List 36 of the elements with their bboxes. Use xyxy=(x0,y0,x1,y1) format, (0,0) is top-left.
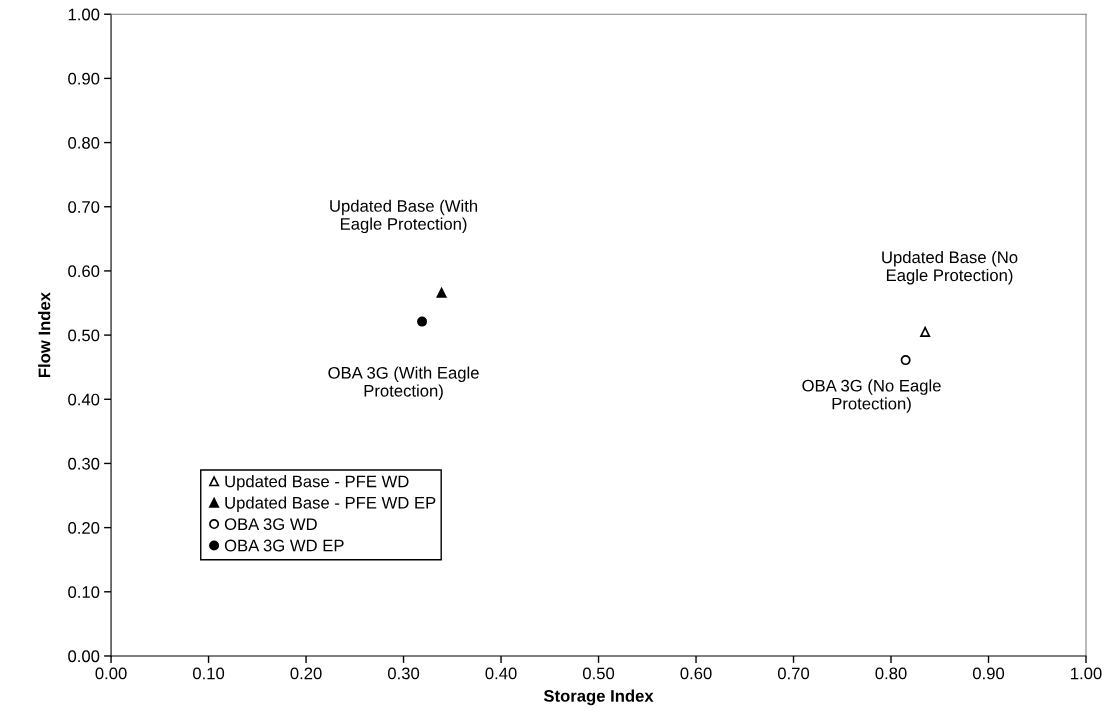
y-tick-label: 0.70 xyxy=(68,201,100,213)
y-tick-label: 0.00 xyxy=(68,650,100,663)
x-tick-label: 0.90 xyxy=(972,667,1005,680)
annotation: OBA 3G (No Eagle Protection) xyxy=(802,379,941,413)
legend-label: OBA 3G WD EP xyxy=(224,539,344,552)
y-axis-title: Flow Index xyxy=(38,292,51,378)
x-tick-label: 1.00 xyxy=(1071,667,1102,680)
legend-label: Updated Base - PFE WD xyxy=(225,475,409,491)
annotation: Updated Base (No Eagle Protection) xyxy=(882,250,1018,285)
x-tick-label: 0.30 xyxy=(387,667,420,680)
y-tick-label: 0.20 xyxy=(68,522,100,534)
legend-label: Updated Base - PFE WD EP xyxy=(225,496,436,512)
x-axis-title: Storage Index xyxy=(543,689,654,706)
x-tick-label: 0.00 xyxy=(95,667,127,680)
x-tick-label: 0.10 xyxy=(192,667,225,680)
point xyxy=(900,355,911,366)
point xyxy=(417,316,428,327)
y-tick-label: 0.10 xyxy=(68,586,100,598)
annotation: Updated Base (With Eagle Protection) xyxy=(330,199,478,234)
annotation: OBA 3G (With Eagle Protection) xyxy=(328,366,479,400)
x-tick-label: 0.70 xyxy=(777,667,810,680)
y-tick-label: 1.00 xyxy=(68,8,100,21)
y-tick-label: 0.30 xyxy=(68,457,100,470)
y-tick-label: 0.50 xyxy=(68,329,100,342)
x-tick-label: 0.60 xyxy=(680,667,712,680)
x-tick-label: 0.40 xyxy=(485,667,517,680)
y-tick-label: 0.40 xyxy=(68,393,100,406)
y-tick-label: 0.60 xyxy=(68,265,100,278)
legend-label: OBA 3G WD xyxy=(224,518,317,531)
x-tick-label: 0.20 xyxy=(290,667,322,680)
x-tick-label: 0.80 xyxy=(875,667,907,680)
point xyxy=(436,287,447,298)
y-tick-label: 0.80 xyxy=(68,136,100,149)
x-tick-label: 0.50 xyxy=(582,667,615,680)
point xyxy=(920,326,931,337)
y-tick-label: 0.90 xyxy=(68,72,100,85)
